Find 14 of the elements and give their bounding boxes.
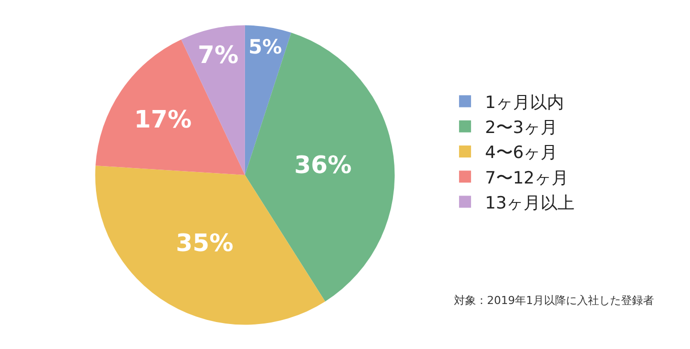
legend-label: 1ヶ月以内 (485, 92, 564, 113)
legend-label: 2〜3ヶ月 (485, 118, 558, 138)
data-label: 5% (248, 36, 282, 59)
legend-label: 13ヶ月以上 (485, 193, 575, 214)
pie-slice (244, 25, 292, 176)
data-label: 7% (198, 41, 239, 70)
data-label: 17% (134, 105, 192, 134)
pie-slice (244, 32, 395, 302)
pie-slice (96, 40, 245, 176)
legend-label: 4〜6ヶ月 (485, 143, 558, 164)
text: 対象：2019年1月以降に入社した登録者 (454, 294, 654, 307)
data-label: 35% (176, 229, 234, 258)
data-label: 36% (294, 151, 352, 180)
legend-label: 7〜12ヶ月 (485, 168, 569, 188)
